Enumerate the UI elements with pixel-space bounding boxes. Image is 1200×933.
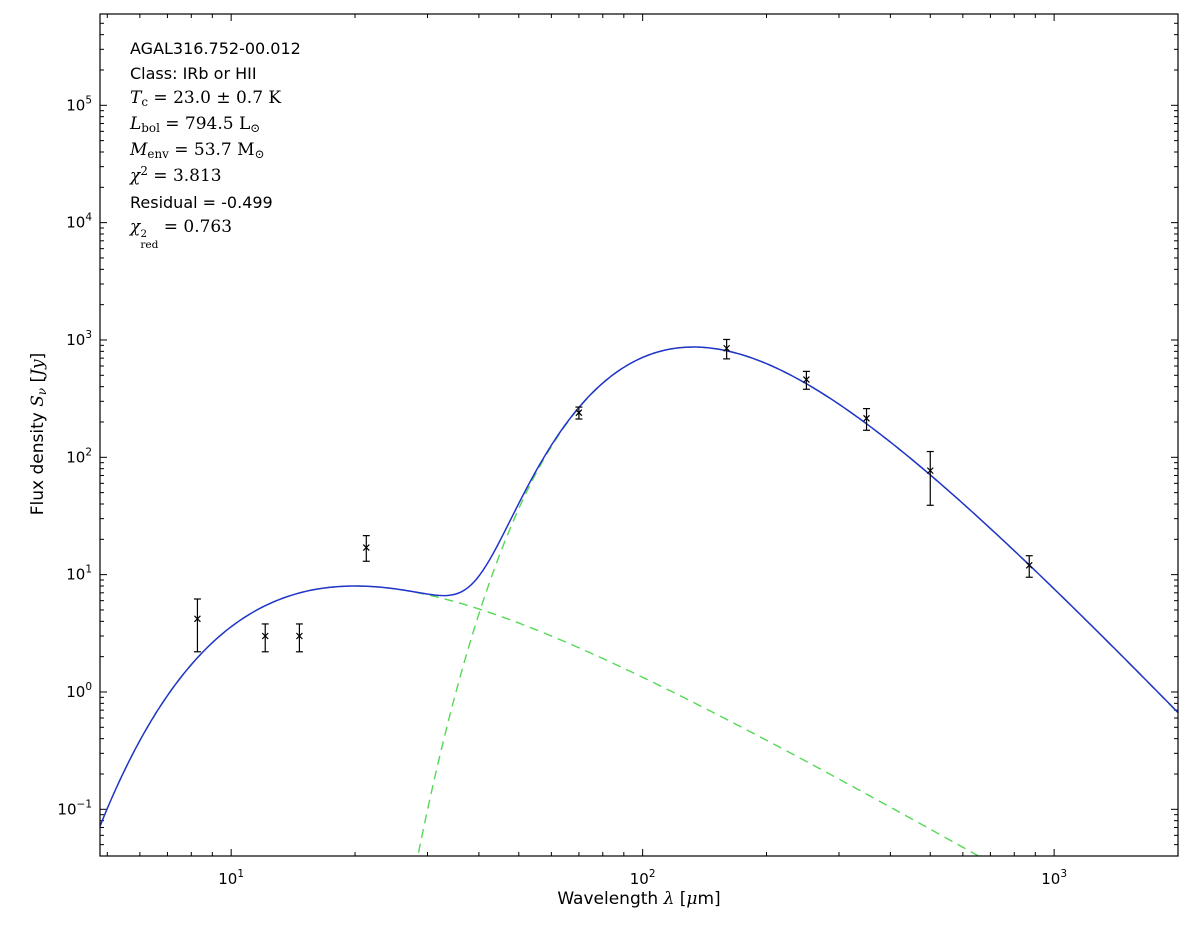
x-marker (1025, 561, 1033, 569)
text-fragment: Class: IRb or HII (130, 64, 257, 83)
text-fragment: Flux density (28, 406, 48, 516)
text-fragment: ⊙ (250, 121, 261, 136)
x-marker (926, 467, 934, 475)
text-fragment: [ (28, 375, 48, 388)
text-fragment: ] (28, 352, 48, 360)
data-point (362, 535, 370, 562)
annotation-line: Tc = 23.0 ± 0.7 K (130, 86, 301, 112)
tick-label: 103 (1041, 868, 1067, 888)
text-fragment: = 0.763 (158, 217, 233, 237)
x-marker (295, 632, 303, 640)
cold-greybody-component-curve (417, 346, 1178, 856)
text-fragment: = 794.5 L (159, 114, 251, 134)
text-fragment: M (130, 140, 148, 160)
data-point (295, 623, 303, 653)
text-fragment: bol (141, 121, 160, 136)
data-points (193, 338, 1033, 653)
text-fragment: = 53.7 M (168, 140, 255, 160)
text-fragment: χ (130, 166, 141, 186)
tick-label: 102 (630, 868, 656, 888)
text-fragment: = 23.0 ± 0.7 K (148, 88, 282, 108)
text-fragment: Jy (28, 359, 48, 376)
data-point (926, 450, 934, 506)
annotation-line: Class: IRb or HII (130, 61, 301, 86)
x-axis-label: Wavelength λ [μm] (100, 889, 1178, 909)
text-fragment: χ (130, 217, 141, 237)
tick-label: 101 (66, 564, 92, 584)
text-fragment: μ (686, 889, 698, 909)
x-marker (194, 615, 201, 623)
tick-label: 100 (66, 681, 92, 701)
data-point (261, 623, 269, 653)
x-marker (575, 409, 583, 417)
annotation-line: χ2 = 3.813 (130, 164, 301, 190)
annotation-line: χ 2 red = 0.763 (130, 215, 301, 251)
data-point (1025, 555, 1033, 578)
x-marker (723, 344, 731, 352)
text-fragment: [ (674, 889, 687, 909)
tick-label: 10−1 (57, 798, 92, 818)
data-point (723, 338, 731, 360)
text-fragment: λ (663, 889, 675, 909)
data-point (575, 406, 583, 420)
axis-ticks (100, 14, 1178, 856)
text-fragment: m] (697, 889, 721, 909)
tick-labels: 101 102 103 10−1 100 101 102 103 104 105 (57, 94, 1067, 888)
y-axis-label: Flux density Sν [Jy] (28, 284, 50, 584)
text-fragment: AGAL316.752-00.012 (130, 39, 301, 58)
tick-label: 101 (218, 868, 244, 888)
fit-annotation: AGAL316.752-00.012 Class: IRb or HII Tc = … (130, 36, 301, 251)
plot-frame (99, 13, 1179, 857)
text-fragment: S (28, 395, 48, 407)
text-fragment: env (147, 147, 169, 162)
tick-label: 105 (66, 94, 92, 114)
text-fragment: T (130, 88, 142, 108)
text-fragment: ⊙ (254, 147, 265, 162)
data-point (863, 408, 871, 431)
tick-label: 103 (66, 329, 92, 349)
x-marker (863, 414, 870, 422)
model-curves (100, 346, 1178, 856)
text-fragment: = 3.813 (147, 166, 222, 186)
annotation-line: AGAL316.752-00.012 (130, 36, 301, 61)
x-marker (802, 376, 810, 383)
text-fragment: Residual = -0.499 (130, 193, 273, 212)
text-fragment: Wavelength (557, 889, 664, 909)
text-fragment: c (141, 95, 149, 110)
x-marker (261, 632, 269, 640)
text-fragment: 2 (140, 164, 148, 179)
annotation-line: Lbol = 794.5 L⊙ (130, 112, 301, 138)
text-fragment: ν (35, 387, 50, 396)
text-fragment: L (130, 114, 142, 134)
tick-label: 104 (66, 212, 92, 232)
data-point (193, 598, 201, 653)
total-fit-curve (100, 346, 1178, 827)
data-point (802, 370, 810, 390)
tick-label: 102 (66, 446, 92, 466)
sup-sub-stack: 2 red (140, 227, 159, 251)
annotation-line: Residual = -0.499 (130, 190, 301, 215)
annotation-line: Menv = 53.7 M⊙ (130, 138, 301, 164)
x-marker (362, 544, 370, 552)
